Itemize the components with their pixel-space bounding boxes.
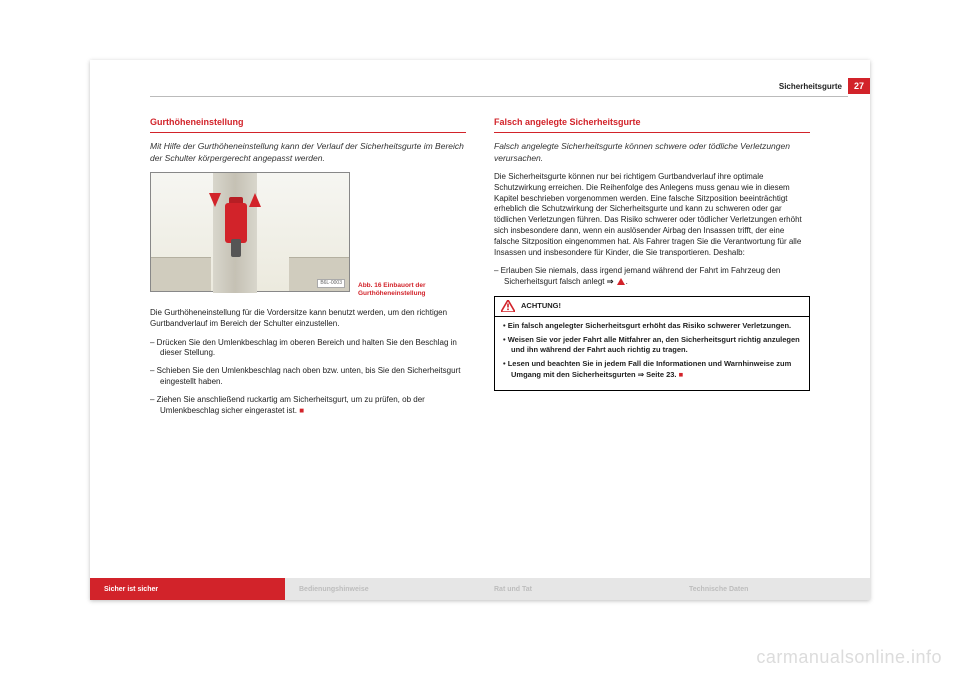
warning-header: ACHTUNG! xyxy=(495,297,809,317)
right-lead: Falsch angelegte Sicherheitsgurte können… xyxy=(494,141,810,164)
left-bullet-3-text: Ziehen Sie anschließend ruckartig am Sic… xyxy=(157,395,425,415)
left-lead: Mit Hilfe der Gurthöheneinstellung kann … xyxy=(150,141,466,164)
left-bullet-3: Ziehen Sie anschließend ruckartig am Sic… xyxy=(150,395,466,417)
chapter-title: Sicherheitsgurte xyxy=(779,82,848,91)
warning-icon xyxy=(501,300,515,312)
end-mark-icon: ■ xyxy=(679,370,684,379)
warning-body: Ein falsch angelegter Sicherheitsgurt er… xyxy=(495,317,809,390)
left-column: Gurthöheneinstellung Mit Hilfe der Gurth… xyxy=(150,116,466,544)
warning-item-2: Weisen Sie vor jeder Fahrt alle Mitfahre… xyxy=(503,335,801,355)
page-root: Sicherheitsgurte 27 Gurthöheneinstellung… xyxy=(0,0,960,678)
left-bullet-2: Schieben Sie den Umlenkbeschlag nach obe… xyxy=(150,366,466,388)
figure-row: B6L-0003 Abb. 16 Einbauort der Gurthöhen… xyxy=(150,172,466,298)
warning-title: ACHTUNG! xyxy=(521,301,561,311)
page-header: Sicherheitsgurte 27 xyxy=(779,78,870,94)
figure-code: B6L-0003 xyxy=(317,279,345,288)
figure-slider-body xyxy=(225,203,247,243)
left-heading: Gurthöheneinstellung xyxy=(150,116,466,133)
watermark-text: carmanualsonline.info xyxy=(756,647,942,668)
left-bullet-1: Drücken Sie den Umlenkbeschlag im oberen… xyxy=(150,338,466,360)
warning-box: ACHTUNG! Ein falsch angelegter Sicherhei… xyxy=(494,296,810,391)
figure-16: B6L-0003 xyxy=(150,172,350,292)
footer-tabs: Sicher ist sicher Bedienungshinweise Rat… xyxy=(90,578,870,600)
figure-caption: Abb. 16 Einbauort der Gurthöheneinstellu… xyxy=(358,282,426,298)
right-bullet-1: Erlauben Sie niemals, dass irgend jemand… xyxy=(494,266,810,288)
right-bullet-1-text: Erlauben Sie niemals, dass irgend jemand… xyxy=(501,266,781,286)
reference-arrow: ⇒ xyxy=(607,277,614,286)
right-paragraph-1: Die Sicherheitsgurte können nur bei rich… xyxy=(494,172,810,258)
tab-sicher-ist-sicher[interactable]: Sicher ist sicher xyxy=(90,578,285,600)
document-sheet: Sicherheitsgurte 27 Gurthöheneinstellung… xyxy=(90,60,870,600)
warning-triangle-icon xyxy=(617,278,625,285)
tab-bedienungshinweise[interactable]: Bedienungshinweise xyxy=(285,578,480,600)
right-bullet-1-post: . xyxy=(626,277,628,286)
warning-item-1: Ein falsch angelegter Sicherheitsgurt er… xyxy=(503,321,801,331)
figure-seat-left xyxy=(151,257,211,291)
figure-caption-line1: Abb. 16 Einbauort der xyxy=(358,282,426,290)
figure-caption-line2: Gurthöheneinstellung xyxy=(358,290,426,298)
right-heading: Falsch angelegte Sicherheitsgurte xyxy=(494,116,810,133)
arrow-down-icon xyxy=(209,193,221,207)
warning-item-3-ref: Seite 23. xyxy=(644,370,679,379)
end-mark-icon: ■ xyxy=(299,406,304,415)
page-number: 27 xyxy=(848,78,870,94)
left-paragraph-1: Die Gurthöheneinstellung für die Vorders… xyxy=(150,308,466,330)
figure-belt-slot xyxy=(231,239,241,257)
arrow-up-icon xyxy=(249,193,261,207)
content-columns: Gurthöheneinstellung Mit Hilfe der Gurth… xyxy=(150,116,810,544)
tab-rat-und-tat[interactable]: Rat und Tat xyxy=(480,578,675,600)
tab-technische-daten[interactable]: Technische Daten xyxy=(675,578,870,600)
warning-item-3: Lesen und beachten Sie in jedem Fall die… xyxy=(503,359,801,379)
right-column: Falsch angelegte Sicherheitsgurte Falsch… xyxy=(494,116,810,544)
header-rule xyxy=(150,96,848,97)
